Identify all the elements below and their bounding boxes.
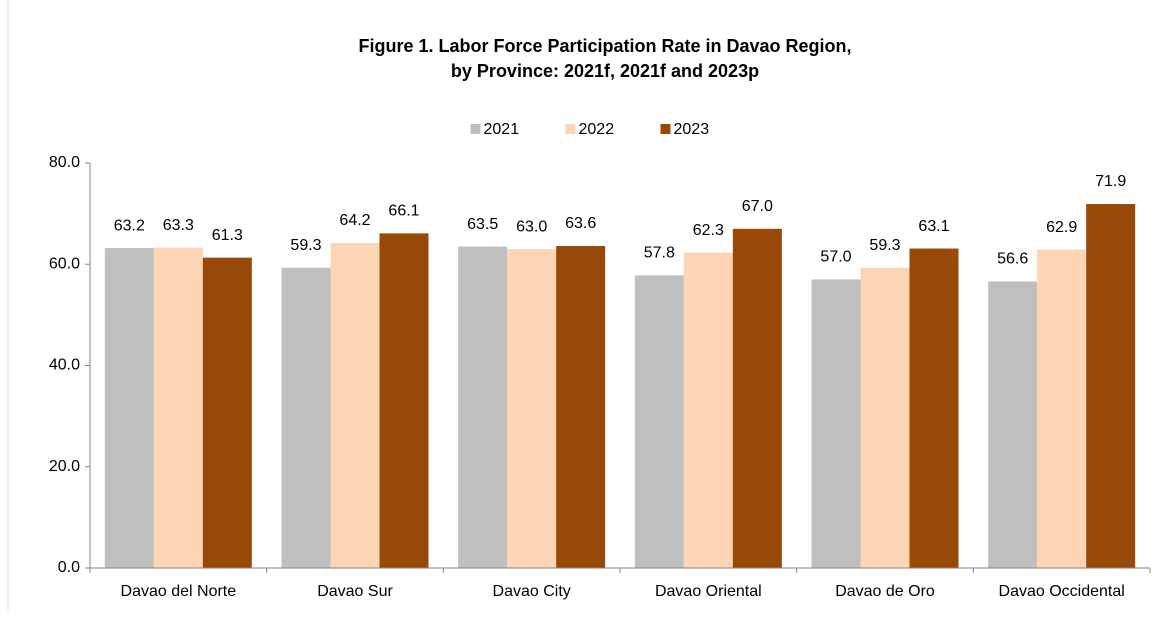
bar bbox=[634, 275, 684, 568]
bar bbox=[732, 228, 782, 568]
data-label: 63.5 bbox=[467, 216, 498, 233]
x-tick-label: Davao de Oro bbox=[835, 583, 935, 600]
y-tick-label: 40.0 bbox=[49, 357, 80, 374]
x-tick-label: Davao City bbox=[493, 583, 571, 600]
y-tick-label: 80.0 bbox=[49, 154, 80, 171]
data-label: 59.3 bbox=[869, 237, 900, 254]
bar bbox=[379, 233, 429, 568]
data-label: 63.6 bbox=[565, 215, 596, 232]
bar bbox=[281, 267, 331, 568]
y-tick-label: 0.0 bbox=[58, 559, 80, 576]
legend-swatch bbox=[660, 124, 671, 134]
legend-swatch bbox=[470, 124, 481, 134]
bar bbox=[1037, 249, 1087, 568]
x-tick-label: Davao Oriental bbox=[655, 583, 762, 600]
bar bbox=[202, 257, 252, 568]
legend-label: 2023 bbox=[674, 121, 710, 138]
data-label: 63.1 bbox=[918, 218, 949, 235]
bar bbox=[507, 249, 557, 568]
bar bbox=[683, 252, 733, 568]
bar bbox=[1086, 204, 1136, 568]
data-label: 63.3 bbox=[163, 217, 194, 234]
x-tick-label: Davao Occidental bbox=[999, 583, 1125, 600]
data-label: 64.2 bbox=[339, 212, 370, 229]
data-label: 57.8 bbox=[644, 245, 675, 262]
data-label: 66.1 bbox=[388, 203, 419, 220]
bar bbox=[860, 267, 910, 568]
bar bbox=[458, 246, 508, 568]
bar bbox=[988, 281, 1038, 568]
data-label: 67.0 bbox=[742, 198, 773, 215]
data-label: 63.2 bbox=[114, 217, 145, 234]
bar bbox=[153, 247, 203, 568]
data-label: 71.9 bbox=[1095, 173, 1126, 190]
legend-label: 2022 bbox=[579, 121, 615, 138]
bar bbox=[104, 248, 154, 569]
bar bbox=[909, 248, 959, 568]
bar bbox=[811, 279, 861, 568]
x-tick-label: Davao del Norte bbox=[121, 583, 237, 600]
data-label: 57.0 bbox=[820, 249, 851, 266]
data-label: 63.0 bbox=[516, 218, 547, 235]
chart-title: by Province: 2021f, 2021f and 2023p bbox=[451, 61, 759, 81]
x-tick-label: Davao Sur bbox=[317, 583, 393, 600]
y-tick-label: 60.0 bbox=[49, 255, 80, 272]
y-tick-label: 20.0 bbox=[49, 458, 80, 475]
bar bbox=[556, 246, 606, 568]
data-label: 62.3 bbox=[693, 222, 724, 239]
legend-label: 2021 bbox=[484, 121, 520, 138]
data-label: 61.3 bbox=[212, 227, 243, 244]
data-label: 56.6 bbox=[997, 251, 1028, 268]
chart-title: Figure 1. Labor Force Participation Rate… bbox=[358, 36, 851, 56]
legend-swatch bbox=[565, 124, 576, 134]
data-label: 59.3 bbox=[290, 237, 321, 254]
bar bbox=[330, 242, 380, 569]
data-label: 62.9 bbox=[1046, 219, 1077, 236]
